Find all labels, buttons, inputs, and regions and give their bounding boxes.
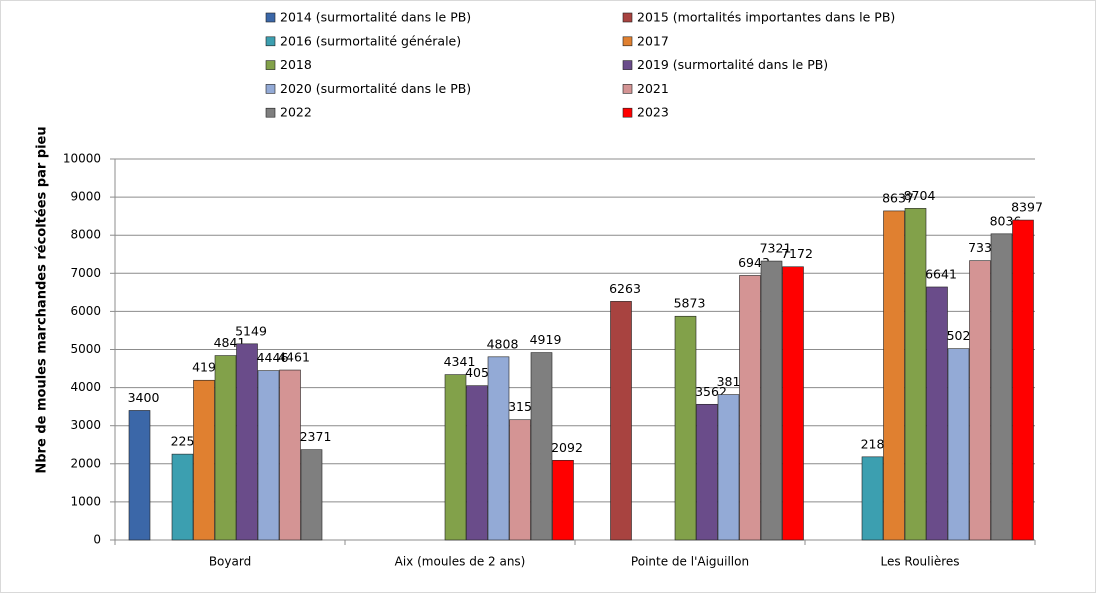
data-label: 4461 <box>278 350 310 365</box>
bar <box>236 343 258 541</box>
data-label: 4808 <box>487 336 519 351</box>
bar <box>466 385 488 541</box>
y-tick-label: 10000 <box>63 152 101 166</box>
data-label: 6641 <box>925 266 957 281</box>
legend-swatch <box>265 60 276 70</box>
bar <box>509 419 531 541</box>
legend-label: 2015 (mortalités importantes dans le PB) <box>637 10 895 25</box>
bar <box>487 356 510 541</box>
data-label: 6263 <box>609 281 641 296</box>
y-tick-label: 8000 <box>70 228 101 242</box>
data-label: 5873 <box>674 296 706 311</box>
bar <box>696 403 718 541</box>
bar <box>947 348 970 541</box>
data-label: 4341 <box>444 354 476 369</box>
data-label: 8637 <box>882 190 914 205</box>
legend-swatch <box>622 36 633 47</box>
bar <box>530 352 553 541</box>
y-tick-label: 6000 <box>70 304 101 318</box>
bar <box>444 374 467 541</box>
legend-label: 2022 <box>280 105 312 120</box>
data-label: 4446 <box>257 350 289 365</box>
legend-label: 2014 (surmortalité dans le PB) <box>280 10 471 25</box>
bar <box>279 369 301 541</box>
bar <box>128 410 151 541</box>
bar <box>861 456 884 541</box>
bar <box>883 210 905 541</box>
x-tick-label: Les Roulières <box>880 555 959 569</box>
bar <box>193 379 215 541</box>
legend-label: 2017 <box>637 33 669 48</box>
bar <box>739 275 761 541</box>
bar <box>782 266 804 541</box>
data-label: 8397 <box>1011 200 1043 215</box>
bar <box>969 260 991 541</box>
x-tick-label: Pointe de l'Aiguillon <box>631 555 749 569</box>
bar <box>926 286 948 541</box>
bar <box>904 208 927 541</box>
y-axis-label: Nbre de moules marchandes récoltées par … <box>35 126 50 473</box>
legend-label: 2019 (surmortalité dans le PB) <box>637 57 828 72</box>
bar <box>990 233 1013 541</box>
data-label: 3400 <box>128 390 160 405</box>
y-tick-label: 1000 <box>70 494 101 508</box>
bar <box>717 394 740 541</box>
y-tick-label: 7000 <box>70 266 101 280</box>
x-tick-label: Aix (moules de 2 ans) <box>395 555 526 569</box>
data-label: 8704 <box>904 188 936 203</box>
y-tick-label: 0 <box>93 533 101 547</box>
legend-label: 2023 <box>637 105 669 120</box>
legend-swatch <box>265 36 276 47</box>
bar <box>760 260 783 541</box>
y-tick-label: 4000 <box>70 380 101 394</box>
data-label: 2371 <box>300 429 332 444</box>
y-tick-label: 2000 <box>70 456 101 470</box>
data-label: 2092 <box>551 440 583 455</box>
data-label: 7172 <box>781 246 813 261</box>
bar <box>171 453 194 541</box>
bar <box>552 459 574 541</box>
legend-swatch <box>622 60 633 70</box>
legend-swatch <box>265 84 276 94</box>
y-tick-label: 9000 <box>70 190 101 204</box>
bar <box>610 301 632 541</box>
bar <box>1012 219 1034 541</box>
legend-swatch <box>622 84 633 94</box>
bar <box>300 449 323 541</box>
legend-swatch <box>622 12 633 23</box>
legend-swatch <box>265 12 276 23</box>
data-label: 5149 <box>235 323 267 338</box>
legend-label: 2020 (surmortalité dans le PB) <box>280 81 471 96</box>
legend-swatch <box>622 107 633 118</box>
x-tick-label: Boyard <box>209 555 251 569</box>
y-tick-label: 3000 <box>70 418 101 432</box>
bar <box>257 370 280 541</box>
legend-label: 2018 <box>280 57 312 72</box>
data-label: 7321 <box>760 241 792 256</box>
y-tick-label: 5000 <box>70 342 101 356</box>
data-label: 4919 <box>530 332 562 347</box>
legend-label: 2021 <box>637 81 669 96</box>
legend-swatch <box>265 107 276 118</box>
legend-label: 2016 (surmortalité générale) <box>280 33 461 48</box>
bar <box>214 355 237 541</box>
bar <box>674 315 697 541</box>
